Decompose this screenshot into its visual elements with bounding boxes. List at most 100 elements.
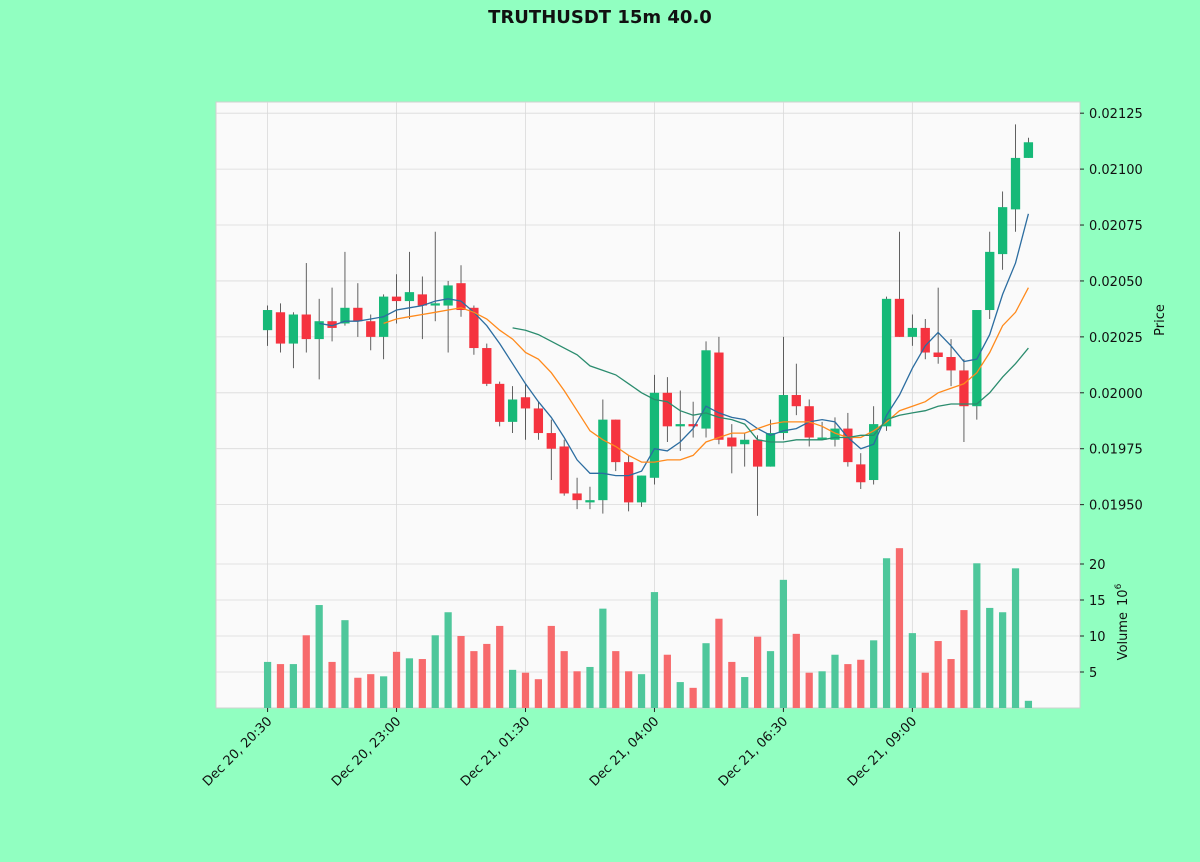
candle-body [714,352,724,440]
volume-bar [857,659,865,708]
candle-body [366,321,376,337]
candle-body [275,312,286,344]
candle-body [327,321,337,328]
plot-area [215,101,1081,709]
candle-body [430,303,440,306]
y-tick-label: 0.02100 [1089,163,1143,178]
candle-body [559,446,569,494]
y-tick-label: 0.02125 [1089,107,1143,122]
candle-body [688,424,698,427]
candle-body [572,493,582,501]
volume-bar [289,664,297,708]
volume-bar [986,607,994,708]
candle-body [495,383,505,422]
volume-bar [586,666,594,708]
y-tick-label: 0.01975 [1089,443,1143,458]
volume-bar [508,669,517,708]
volume-tick-label: 5 [1089,666,1097,681]
volume-bar [895,548,904,708]
candle-body [778,395,789,434]
volume-bar [973,563,981,708]
volume-tick-label: 15 [1089,594,1106,609]
volume-bar [367,674,375,708]
volume-bar [779,579,788,708]
candle-body [585,500,595,503]
y-tick-label: 0.02025 [1089,331,1143,346]
y-tick-label: 0.02000 [1089,387,1143,402]
volume-label-exponent: 6 [1114,583,1124,589]
volume-bar [534,679,542,708]
candle-body [933,352,943,357]
candle-body [752,439,763,467]
x-tick-label: Dec 21, 09:00 [845,714,920,789]
candle-body [404,292,415,302]
candle-body [997,207,1008,255]
x-tick-label: Dec 21, 06:30 [716,714,791,789]
candle-body [611,419,621,463]
volume-bar [354,677,362,708]
volume-bar [805,672,813,708]
candle-body [262,310,273,331]
candle-body [907,327,918,337]
volume-bar [663,654,671,708]
candle-body [624,462,634,503]
candle-body [1023,142,1034,158]
candle-body [353,307,363,322]
y-tick-label: 0.02075 [1089,219,1143,234]
candle-body [301,314,311,340]
volume-bar [741,677,749,708]
volume-tick-label: 20 [1089,558,1106,573]
volume-label-scale: 10 [1116,589,1131,606]
candle-body [830,428,840,440]
candle-body [456,283,466,311]
volume-bar [844,664,852,708]
volume-bar [599,608,607,708]
candle-body [533,408,544,434]
volume-tick-label: 10 [1089,630,1106,645]
volume-bar [999,612,1007,708]
candle-body [546,433,556,449]
volume-bar [560,651,568,708]
y-tick-label: 0.02050 [1089,275,1143,290]
candle-body [894,298,905,337]
candle-body [946,357,956,371]
volume-bar [431,635,439,708]
candle-body [417,294,427,306]
candle-body [443,285,453,306]
candle-body [288,314,299,344]
candle-body [920,327,930,353]
volume-bar [728,661,736,708]
volume-axis-label: Volume 106 [1114,583,1131,660]
volume-bar [547,625,555,708]
volume-bar [766,651,775,708]
volume-bar [392,651,401,708]
x-tick-label: Dec 20, 23:00 [329,714,404,789]
y-tick-label: 0.01950 [1089,499,1143,514]
volume-bar [908,633,916,708]
candle-body [740,439,750,445]
volume-bar [612,651,620,708]
candle-body [1010,157,1021,210]
candle-body [959,370,969,407]
volume-bar [715,618,723,708]
chart-title: TRUTHUSDT 15m 40.0 [488,7,712,28]
volume-bar [470,651,478,708]
candle-body [856,464,866,483]
x-tick-label: Dec 21, 01:30 [458,714,533,789]
moving-average-line [319,213,1030,477]
price-axis-label: Price [1153,304,1168,336]
volume-bar [405,658,414,708]
candle-body [869,424,879,481]
volume-bar [315,605,323,708]
volume-bar [637,674,646,708]
moving-average-line [383,287,1029,463]
candle-body [391,296,402,302]
x-tick-label: Dec 20, 20:30 [200,714,275,789]
volume-bar [831,654,839,708]
x-tick-label: Dec 21, 04:00 [587,714,662,789]
candle-body [765,433,776,467]
volume-bar [380,676,388,708]
volume-bar [341,620,349,708]
moving-average-line [512,327,1029,443]
